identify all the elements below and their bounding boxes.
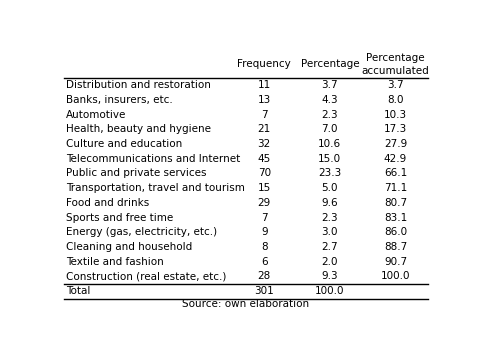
Text: 21: 21 — [258, 124, 271, 134]
Text: 70: 70 — [258, 168, 271, 178]
Text: 4.3: 4.3 — [322, 95, 338, 105]
Text: 66.1: 66.1 — [384, 168, 407, 178]
Text: 11: 11 — [258, 80, 271, 90]
Text: 9: 9 — [261, 227, 267, 237]
Text: 3.0: 3.0 — [322, 227, 338, 237]
Text: 2.7: 2.7 — [322, 242, 338, 252]
Text: Food and drinks: Food and drinks — [66, 198, 149, 208]
Text: Telecommunications and Internet: Telecommunications and Internet — [66, 154, 240, 164]
Text: 7: 7 — [261, 213, 267, 223]
Text: 3.7: 3.7 — [322, 80, 338, 90]
Text: 6: 6 — [261, 257, 267, 267]
Text: 100.0: 100.0 — [381, 271, 410, 281]
Text: 71.1: 71.1 — [384, 183, 407, 193]
Text: 2.3: 2.3 — [322, 213, 338, 223]
Text: 23.3: 23.3 — [318, 168, 341, 178]
Text: 32: 32 — [258, 139, 271, 149]
Text: 15.0: 15.0 — [318, 154, 341, 164]
Text: Culture and education: Culture and education — [66, 139, 182, 149]
Text: 86.0: 86.0 — [384, 227, 407, 237]
Text: 42.9: 42.9 — [384, 154, 407, 164]
Text: Sports and free time: Sports and free time — [66, 213, 173, 223]
Text: 100.0: 100.0 — [315, 286, 345, 296]
Text: 80.7: 80.7 — [384, 198, 407, 208]
Text: 8.0: 8.0 — [387, 95, 404, 105]
Text: 10.6: 10.6 — [318, 139, 341, 149]
Text: 8: 8 — [261, 242, 267, 252]
Text: 301: 301 — [254, 286, 274, 296]
Text: 9.3: 9.3 — [322, 271, 338, 281]
Text: 83.1: 83.1 — [384, 213, 407, 223]
Text: 10.3: 10.3 — [384, 110, 407, 120]
Text: 27.9: 27.9 — [384, 139, 407, 149]
Text: Construction (real estate, etc.): Construction (real estate, etc.) — [66, 271, 226, 281]
Text: 7.0: 7.0 — [322, 124, 338, 134]
Text: Automotive: Automotive — [66, 110, 126, 120]
Text: Health, beauty and hygiene: Health, beauty and hygiene — [66, 124, 211, 134]
Text: Banks, insurers, etc.: Banks, insurers, etc. — [66, 95, 172, 105]
Text: Frequency: Frequency — [237, 59, 291, 69]
Text: 2.0: 2.0 — [322, 257, 338, 267]
Text: Transportation, travel and tourism: Transportation, travel and tourism — [66, 183, 244, 193]
Text: Percentage: Percentage — [300, 59, 359, 69]
Text: 29: 29 — [258, 198, 271, 208]
Text: 15: 15 — [258, 183, 271, 193]
Text: Percentage
accumulated: Percentage accumulated — [361, 53, 429, 76]
Text: 28: 28 — [258, 271, 271, 281]
Text: 5.0: 5.0 — [322, 183, 338, 193]
Text: Cleaning and household: Cleaning and household — [66, 242, 192, 252]
Text: 9.6: 9.6 — [322, 198, 338, 208]
Text: 17.3: 17.3 — [384, 124, 407, 134]
Text: 2.3: 2.3 — [322, 110, 338, 120]
Text: 88.7: 88.7 — [384, 242, 407, 252]
Text: Textile and fashion: Textile and fashion — [66, 257, 163, 267]
Text: 90.7: 90.7 — [384, 257, 407, 267]
Text: 13: 13 — [258, 95, 271, 105]
Text: 3.7: 3.7 — [387, 80, 404, 90]
Text: 45: 45 — [258, 154, 271, 164]
Text: Distribution and restoration: Distribution and restoration — [66, 80, 210, 90]
Text: Energy (gas, electricity, etc.): Energy (gas, electricity, etc.) — [66, 227, 216, 237]
Text: 7: 7 — [261, 110, 267, 120]
Text: Total: Total — [66, 286, 90, 296]
Text: Source: own elaboration: Source: own elaboration — [182, 299, 310, 309]
Text: Public and private services: Public and private services — [66, 168, 206, 178]
